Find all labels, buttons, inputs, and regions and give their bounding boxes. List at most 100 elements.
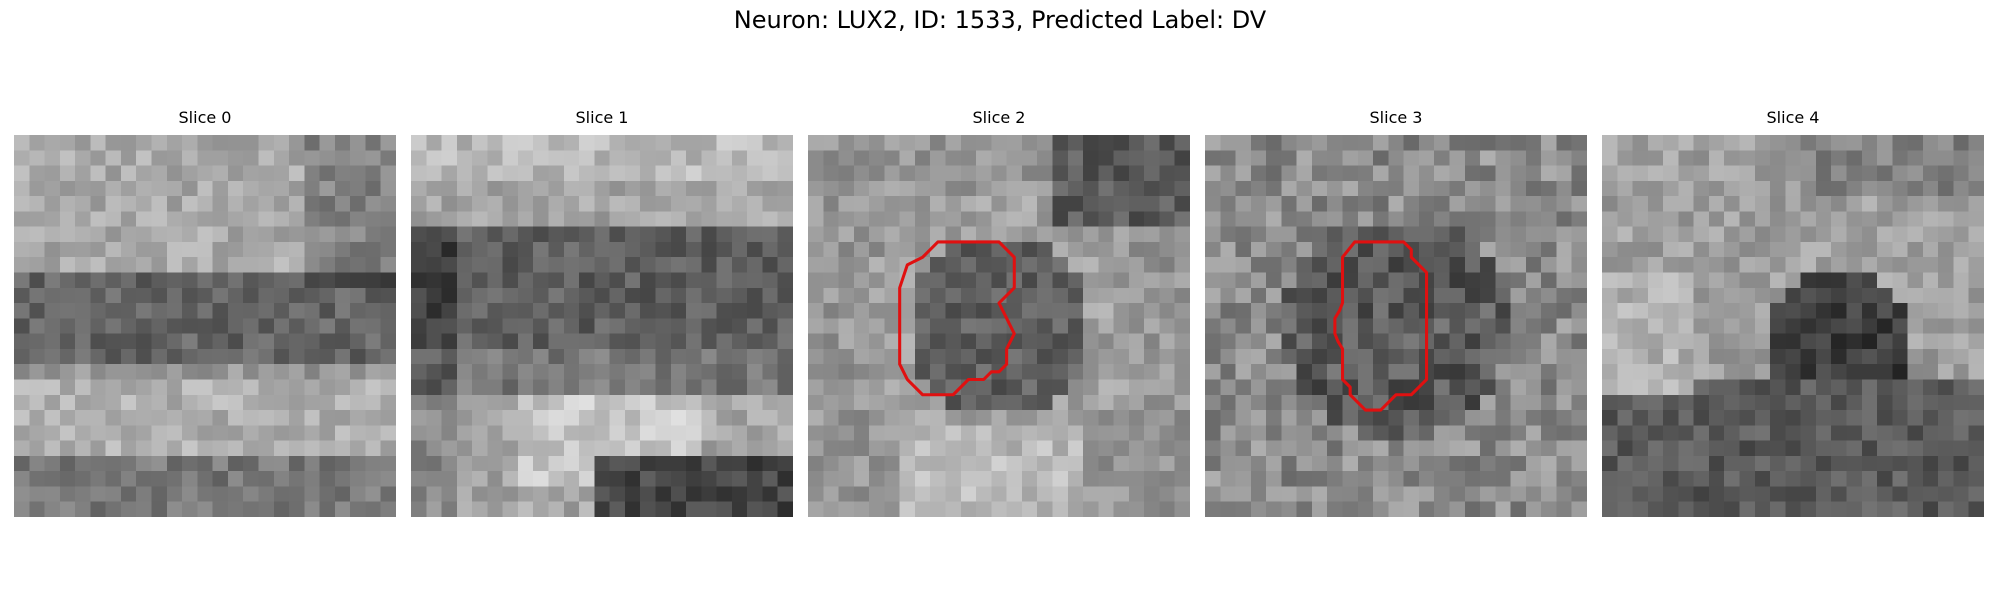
pixel	[1006, 196, 1023, 212]
pixel	[151, 257, 168, 273]
pixel	[960, 272, 977, 289]
pixel	[1342, 180, 1359, 197]
pixel	[1311, 226, 1328, 243]
pixel	[44, 364, 61, 380]
pixel	[1907, 241, 1924, 258]
pixel	[1800, 410, 1817, 426]
pixel	[808, 333, 824, 350]
pixel	[1128, 486, 1145, 503]
pixel	[166, 394, 183, 411]
pixel	[1922, 425, 1939, 441]
pixel	[1770, 135, 1786, 151]
pixel	[29, 471, 45, 487]
pixel	[1632, 379, 1649, 396]
pixel	[426, 135, 442, 151]
pixel	[1220, 257, 1236, 273]
pixel	[1144, 471, 1160, 487]
pixel	[258, 150, 275, 166]
pixel	[350, 471, 366, 487]
pixel	[1495, 318, 1511, 334]
pixel	[1541, 348, 1557, 365]
pixel	[1296, 455, 1313, 472]
pixel	[380, 471, 396, 487]
pixel	[1525, 135, 1542, 151]
pixel	[380, 272, 396, 289]
pixel	[1693, 486, 1710, 503]
pixel	[991, 272, 1007, 289]
pixel	[456, 180, 473, 197]
slice-0-title: Slice 0	[178, 108, 232, 127]
pixel	[1373, 333, 1389, 350]
pixel	[1388, 440, 1404, 457]
pixel	[29, 272, 45, 289]
pixel	[441, 303, 458, 319]
pixel	[258, 165, 275, 182]
pixel	[14, 333, 30, 350]
pixel	[823, 410, 839, 426]
pixel	[411, 211, 427, 227]
pixel	[640, 165, 656, 182]
pixel	[1021, 440, 1038, 457]
pixel	[1861, 364, 1878, 380]
pixel	[808, 318, 824, 334]
pixel	[899, 455, 916, 472]
pixel	[1480, 348, 1496, 365]
pixel	[716, 303, 733, 319]
pixel	[1770, 410, 1786, 426]
pixel	[1846, 211, 1863, 227]
pixel	[75, 318, 91, 334]
pixel	[29, 135, 45, 151]
pixel	[777, 226, 793, 243]
pixel	[1311, 257, 1328, 273]
pixel	[1510, 379, 1527, 396]
pixel	[1647, 440, 1664, 457]
pixel	[105, 440, 122, 457]
pixel	[1327, 211, 1343, 227]
pixel	[1403, 150, 1420, 166]
pixel	[899, 471, 916, 487]
pixel	[212, 150, 229, 166]
pixel	[777, 150, 793, 166]
pixel	[411, 241, 427, 258]
pixel	[1800, 272, 1817, 289]
pixel	[1785, 257, 1801, 273]
pixel	[120, 410, 137, 426]
pixel	[517, 135, 534, 151]
pixel	[945, 318, 962, 334]
pixel	[151, 303, 168, 319]
pixel	[548, 425, 565, 441]
pixel	[1067, 425, 1084, 441]
pixel	[1266, 196, 1282, 212]
pixel	[1708, 440, 1725, 457]
pixel	[1098, 394, 1114, 411]
pixel	[1434, 287, 1450, 304]
pixel	[945, 364, 962, 380]
pixel	[869, 318, 885, 334]
pixel	[197, 348, 213, 365]
pixel	[960, 394, 977, 411]
pixel	[1907, 440, 1924, 457]
pixel	[1571, 287, 1587, 304]
pixel	[289, 440, 305, 457]
pixel	[456, 410, 473, 426]
pixel	[273, 425, 290, 441]
pixel	[686, 303, 702, 319]
pixel	[1327, 471, 1343, 487]
pixel	[75, 241, 91, 258]
pixel	[609, 211, 626, 227]
pixel	[502, 287, 519, 304]
pixel	[1113, 165, 1130, 182]
pixel	[258, 180, 275, 197]
pixel	[1327, 165, 1343, 182]
pixel	[1021, 196, 1038, 212]
pixel	[411, 410, 427, 426]
pixel	[1556, 333, 1573, 350]
pixel	[1144, 364, 1160, 380]
pixel	[1525, 196, 1542, 212]
pixel	[243, 379, 259, 396]
pixel	[1907, 379, 1924, 396]
pixel	[1602, 410, 1618, 426]
pixel	[655, 348, 672, 365]
pixel	[472, 379, 488, 396]
pixel	[120, 211, 137, 227]
